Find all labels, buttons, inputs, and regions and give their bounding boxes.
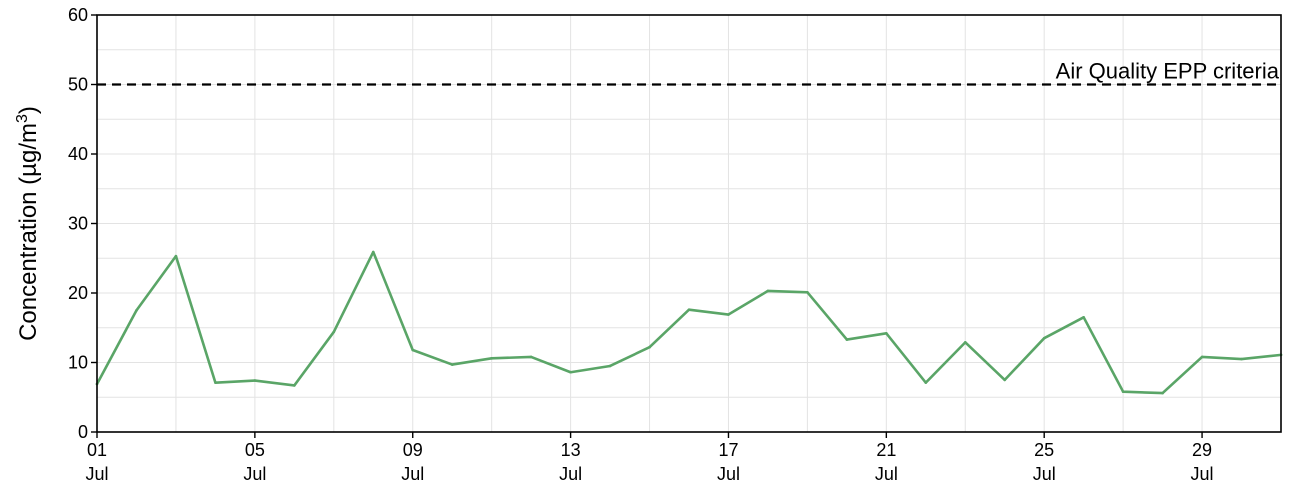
data-point xyxy=(924,381,928,384)
reference-line-group: Air Quality EPP criteria xyxy=(97,59,1281,86)
data-point xyxy=(293,384,296,387)
x-tick-label-month: Jul xyxy=(85,464,108,484)
data-point xyxy=(490,357,493,360)
series-group xyxy=(95,250,1283,395)
data-point xyxy=(332,330,336,334)
y-axis-title: Concentration (µg/m3) xyxy=(14,106,42,341)
data-point xyxy=(1082,316,1085,319)
data-point xyxy=(687,308,691,311)
y-axis-title-close: ) xyxy=(15,106,42,114)
data-point xyxy=(529,355,533,359)
data-point xyxy=(1003,378,1007,382)
data-point xyxy=(1042,336,1046,340)
data-point xyxy=(806,291,809,294)
x-tick-label-day: 25 xyxy=(1034,440,1054,460)
data-point xyxy=(885,332,888,335)
y-tick-label: 10 xyxy=(68,353,88,373)
x-tick-label-month: Jul xyxy=(559,464,582,484)
data-point xyxy=(648,345,651,349)
x-tick-label-day: 09 xyxy=(403,440,423,460)
y-tick-label: 20 xyxy=(68,283,88,303)
data-point xyxy=(1240,357,1243,361)
x-tick-label-month: Jul xyxy=(875,464,898,484)
x-tick-label-day: 01 xyxy=(87,440,107,460)
data-point xyxy=(174,254,178,258)
data-point xyxy=(411,348,415,352)
x-tick-label-day: 05 xyxy=(245,440,265,460)
y-tick-label: 0 xyxy=(78,422,88,442)
reference-line-label: Air Quality EPP criteria xyxy=(1056,59,1280,84)
data-point xyxy=(569,370,572,374)
y-axis-title-main: Concentration (µg/m xyxy=(15,123,42,341)
data-point xyxy=(766,289,770,293)
x-tick-label-month: Jul xyxy=(1191,464,1214,484)
x-tick-label-month: Jul xyxy=(1033,464,1056,484)
axis-labels: Concentration (µg/m3) xyxy=(14,106,42,341)
y-tick-label: 60 xyxy=(68,5,88,25)
data-point xyxy=(1121,390,1125,393)
data-point xyxy=(608,364,612,368)
x-axis-ticks: 01 Jul 05 Jul 09 Jul 13 Jul 17 Jul 21 Jul 25 Jul 29 Jul xyxy=(85,432,1214,484)
data-point xyxy=(214,381,217,384)
y-tick-label: 40 xyxy=(68,144,88,164)
data-point xyxy=(1200,355,1204,359)
data-point xyxy=(963,341,967,344)
x-tick-label-month: Jul xyxy=(717,464,740,484)
x-tick-label-day: 17 xyxy=(718,440,738,460)
data-point xyxy=(135,309,138,312)
x-tick-label-day: 13 xyxy=(561,440,581,460)
y-tick-label: 30 xyxy=(68,214,88,234)
data-point xyxy=(371,250,375,254)
x-tick-label-month: Jul xyxy=(401,464,424,484)
x-tick-label-month: Jul xyxy=(243,464,266,484)
data-point xyxy=(253,379,257,382)
x-tick-label-day: 29 xyxy=(1192,440,1212,460)
data-point xyxy=(1161,391,1164,395)
data-point xyxy=(845,338,849,341)
data-point xyxy=(450,363,454,366)
data-point xyxy=(727,313,730,316)
y-tick-label: 50 xyxy=(68,75,88,95)
y-axis-title-superscript: 3 xyxy=(14,114,31,123)
series-line xyxy=(95,250,1283,395)
x-tick-label-day: 21 xyxy=(876,440,896,460)
y-axis-ticks: 0 10 20 30 40 50 60 xyxy=(68,5,97,442)
